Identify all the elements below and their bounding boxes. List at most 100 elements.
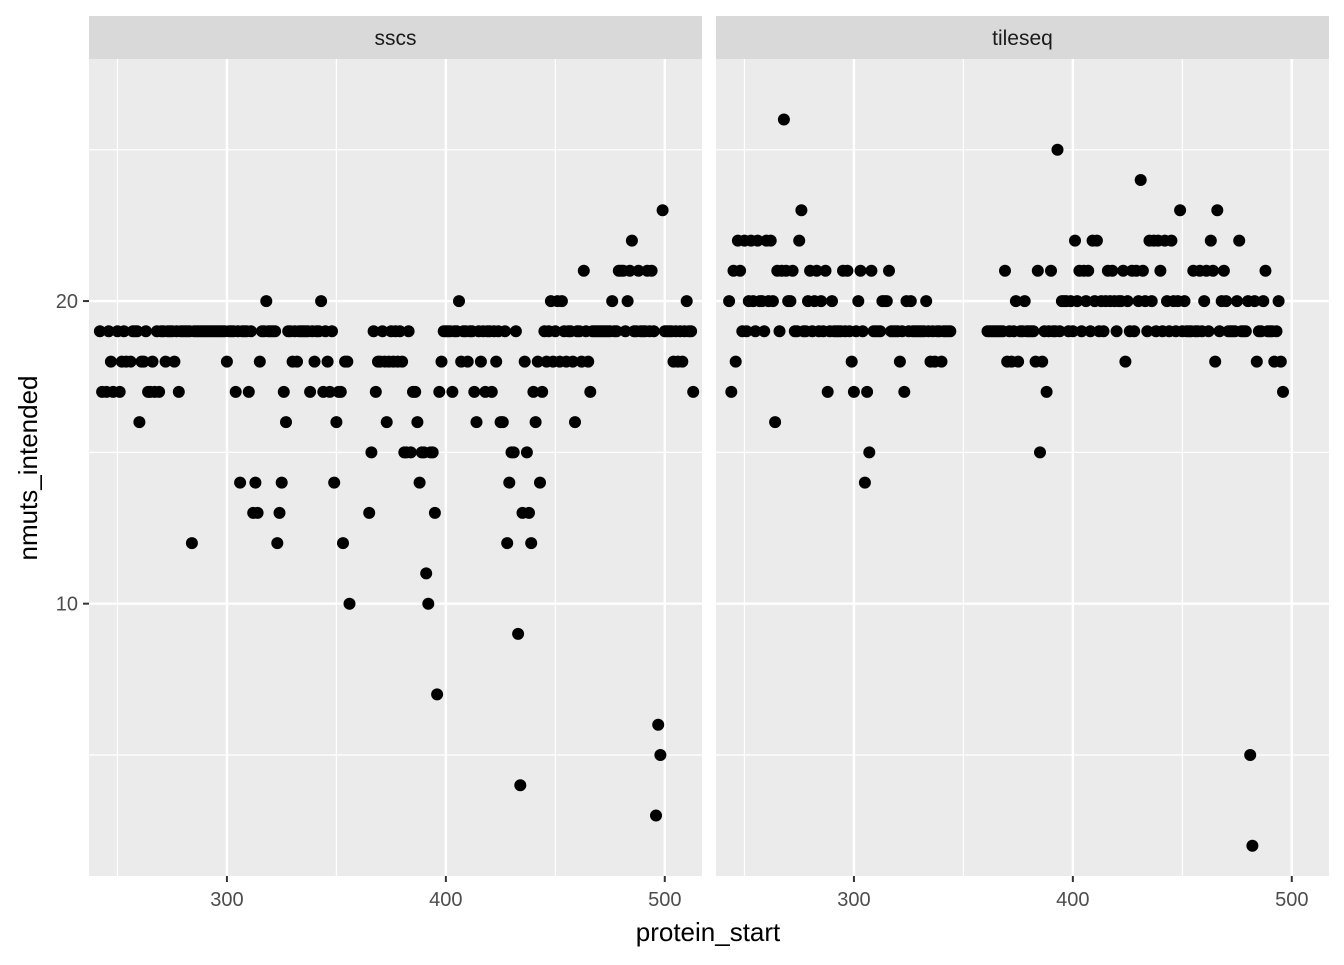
data-point [1119,355,1132,368]
data-point [1174,204,1187,217]
data-point [569,416,581,429]
data-point [229,385,242,398]
data-point [433,385,446,398]
data-point [845,355,858,368]
facet-strip [716,16,1329,59]
data-point [1202,325,1215,338]
data-point [769,416,782,429]
data-point [369,385,382,398]
data-point [102,325,115,338]
data-point [874,325,887,338]
data-point [334,385,347,398]
data-point [468,385,481,398]
data-point [185,537,198,550]
data-point [1053,325,1066,338]
data-point [446,385,459,398]
data-point [485,385,498,398]
data-point [534,476,546,489]
data-point [1244,749,1257,761]
data-point [133,416,146,429]
data-point [277,385,290,398]
x-tick-label: 300 [210,889,243,911]
data-point [1066,325,1079,338]
data-point [1097,325,1110,338]
data-point [509,325,522,338]
data-point [1211,204,1224,217]
data-point [687,385,700,398]
data-point [304,385,317,398]
data-point [549,325,562,338]
data-point [499,325,511,338]
data-point [280,416,292,429]
data-point [1018,295,1031,308]
data-point [220,355,233,368]
data-point [1040,385,1053,398]
data-point [821,385,834,398]
data-point [525,537,538,550]
data-point [428,506,441,519]
data-point [1141,325,1154,338]
data-point [426,446,439,459]
data-point [819,264,832,277]
data-point [1034,446,1046,459]
data-point [291,355,303,368]
data-point [1080,295,1092,308]
data-point [146,355,159,368]
data-point [269,325,282,338]
data-point [1272,295,1285,308]
data-point [496,416,509,429]
panels-layer: sscs 300 400 500 10 20 tileseq 300 400 500 [56,16,1329,911]
data-point [1136,264,1149,277]
data-point [1204,234,1217,247]
data-point [315,295,328,308]
data-point [999,264,1011,277]
data-point [523,506,535,519]
data-point [793,234,806,247]
data-point [723,295,736,308]
data-point [632,264,645,277]
data-point [104,355,117,368]
data-point [1239,325,1252,338]
data-point [863,446,876,459]
data-point [577,264,590,277]
data-point [1036,355,1049,368]
data-point [326,325,338,338]
data-point [1217,264,1230,277]
data-point [1165,234,1178,247]
data-point [1198,295,1211,308]
data-point [118,325,130,338]
data-point [431,688,444,701]
data-point [610,325,623,338]
data-point [786,264,799,277]
data-point [676,355,689,368]
data-point [251,506,264,519]
data-point [625,234,638,247]
data-point [137,355,150,368]
data-point [619,325,632,338]
y-tick-label: 20 [56,291,78,313]
data-point [1259,264,1272,277]
data-point [880,295,893,308]
data-point [518,355,531,368]
data-point [113,385,126,398]
data-point [529,416,542,429]
data-point [861,385,874,398]
facet-strip-label: tileseq [992,27,1053,50]
data-point [944,325,957,338]
data-point [396,355,409,368]
data-point [1220,295,1233,308]
data-point [621,295,634,308]
data-point [751,234,764,247]
data-point [898,385,911,398]
data-point [531,355,544,368]
data-point [584,385,597,398]
data-point [650,809,662,822]
data-point [93,325,106,338]
data-point [654,749,667,761]
data-point [413,476,426,489]
y-tick-label: 10 [56,594,78,616]
data-point [503,476,516,489]
panel-tileseq: tileseq 300 400 500 [716,16,1329,911]
data-point [376,325,389,338]
data-point [1084,325,1097,338]
